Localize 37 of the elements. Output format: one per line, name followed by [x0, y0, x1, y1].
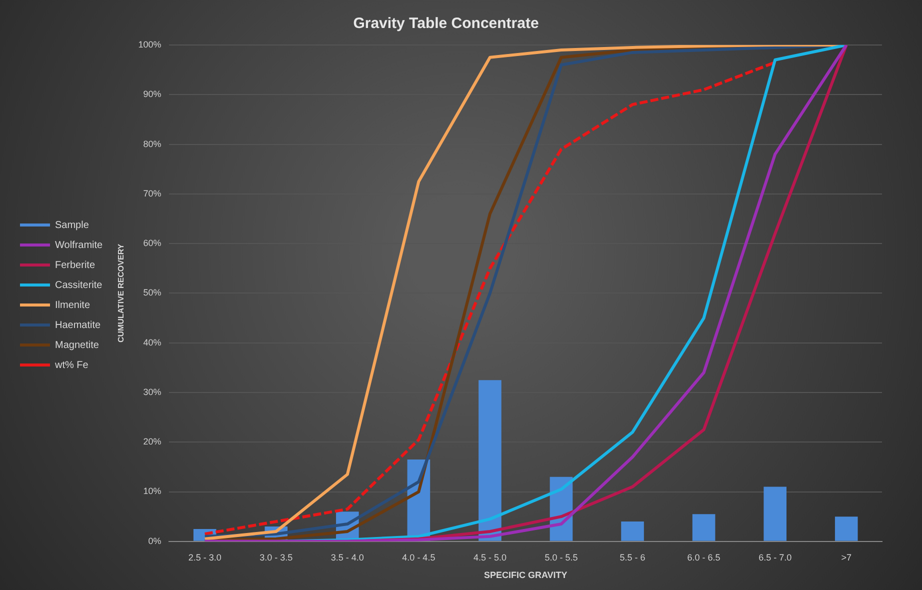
x-tick-label: 2.5 - 3.0 — [188, 552, 222, 562]
legend-label: Ferberite — [55, 260, 96, 271]
bar — [692, 514, 716, 541]
x-tick-label: >7 — [841, 552, 852, 562]
x-tick-label: 3.0 - 3.5 — [260, 552, 293, 562]
legend-label: Magnetite — [55, 340, 100, 351]
y-axis-title: CUMULATIVE RECOVERY — [116, 243, 126, 343]
y-tick-label: 60% — [143, 238, 162, 248]
y-tick-label: 80% — [143, 138, 162, 149]
bar — [764, 486, 786, 541]
y-tick-label: 90% — [143, 89, 162, 100]
legend-label: wt% Fe — [54, 360, 89, 371]
legend-label: Cassiterite — [55, 280, 103, 291]
x-tick-label: 5.0 - 5.5 — [544, 552, 578, 562]
y-tick-label: 100% — [138, 39, 162, 50]
bar — [621, 522, 644, 541]
bar — [478, 380, 502, 541]
x-axis-title: SPECIFIC GRAVITY — [484, 570, 568, 580]
x-tick-label: 6.5 - 7.0 — [758, 552, 792, 562]
legend-label: Wolframite — [55, 240, 104, 251]
legend-label: Ilmenite — [55, 300, 90, 311]
legend-label: Sample — [55, 220, 90, 231]
x-tick-label: 6.0 - 6.5 — [687, 552, 720, 562]
y-tick-label: 0% — [148, 536, 162, 546]
y-tick-label: 10% — [143, 486, 162, 496]
y-tick-label: 30% — [143, 386, 162, 397]
y-tick-label: 70% — [143, 188, 162, 198]
x-tick-label: 4.5 - 5.0 — [473, 552, 506, 562]
x-tick-label: 3.5 - 4.0 — [330, 552, 364, 562]
y-tick-label: 50% — [143, 288, 162, 298]
x-tick-label: 4.0 - 4.5 — [402, 552, 436, 562]
bar — [834, 516, 858, 541]
legend-label: Haematite — [55, 320, 102, 331]
x-tick-label: 5.5 - 6 — [620, 552, 646, 562]
chart-title: Gravity Table Concentrate — [353, 15, 539, 32]
y-tick-label: 40% — [143, 337, 162, 348]
y-tick-label: 20% — [143, 436, 162, 447]
